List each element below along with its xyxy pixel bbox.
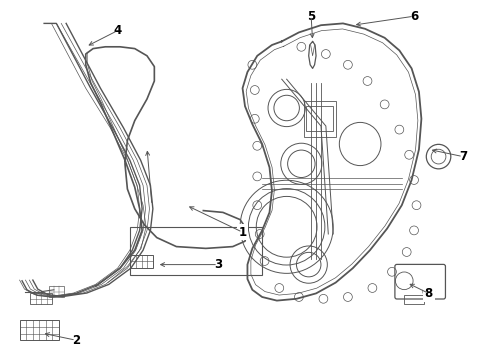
Text: 4: 4 <box>114 24 122 37</box>
Bar <box>49 286 64 297</box>
Text: 8: 8 <box>425 287 433 300</box>
Bar <box>30 293 52 304</box>
Bar <box>304 101 336 137</box>
Bar <box>20 320 59 340</box>
Bar <box>404 295 424 304</box>
Text: 6: 6 <box>410 10 418 23</box>
Text: 1: 1 <box>239 226 246 239</box>
Text: 7: 7 <box>459 150 467 163</box>
Text: 3: 3 <box>214 258 222 271</box>
Text: 5: 5 <box>307 10 315 23</box>
Bar <box>130 255 153 268</box>
Bar <box>130 227 262 275</box>
Text: 2: 2 <box>72 334 80 347</box>
Bar <box>306 106 333 131</box>
